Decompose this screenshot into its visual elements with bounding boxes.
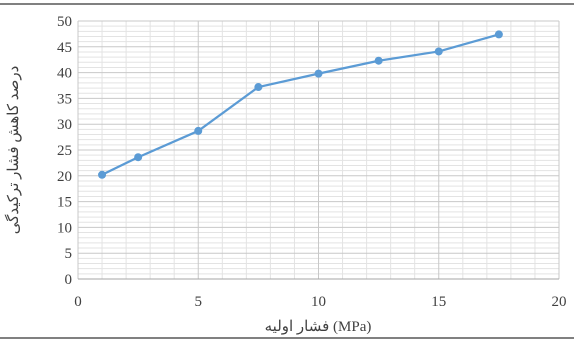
x-tick-label: 15 (431, 294, 446, 310)
y-tick-label: 45 (57, 40, 72, 56)
y-tick-label: 10 (57, 220, 72, 236)
x-tick-labels: 0 5 10 15 20 (74, 294, 566, 310)
y-tick-label: 25 (57, 143, 72, 159)
data-point (494, 30, 503, 39)
x-tick-label: 10 (311, 294, 326, 310)
y-tick-label: 20 (57, 169, 72, 185)
data-point (98, 170, 107, 179)
x-tick-label: 20 (552, 294, 567, 310)
data-point (374, 56, 383, 65)
x-axis-title: فشار اولیه (MPa) (265, 319, 372, 335)
grid (77, 20, 560, 280)
y-tick-label: 50 (57, 14, 72, 30)
y-tick-label: 30 (57, 117, 72, 133)
data-point (314, 69, 323, 78)
y-tick-label: 40 (57, 66, 72, 82)
y-tick-label: 0 (65, 272, 73, 288)
x-tick-label: 5 (195, 294, 203, 310)
series-line (101, 33, 500, 176)
y-tick-labels: 0 5 10 15 20 25 30 35 40 45 50 (57, 14, 72, 288)
y-tick-label: 35 (57, 91, 72, 107)
y-axis-title: درصد کاهش فشار ترکیدگی (4, 66, 22, 235)
series-group (98, 30, 503, 179)
data-point (254, 83, 263, 92)
y-tick-label: 5 (65, 246, 73, 262)
data-point (194, 126, 203, 135)
data-point (434, 47, 443, 56)
data-point (134, 153, 143, 162)
y-tick-label: 15 (57, 195, 72, 211)
x-tick-label: 0 (74, 294, 82, 310)
